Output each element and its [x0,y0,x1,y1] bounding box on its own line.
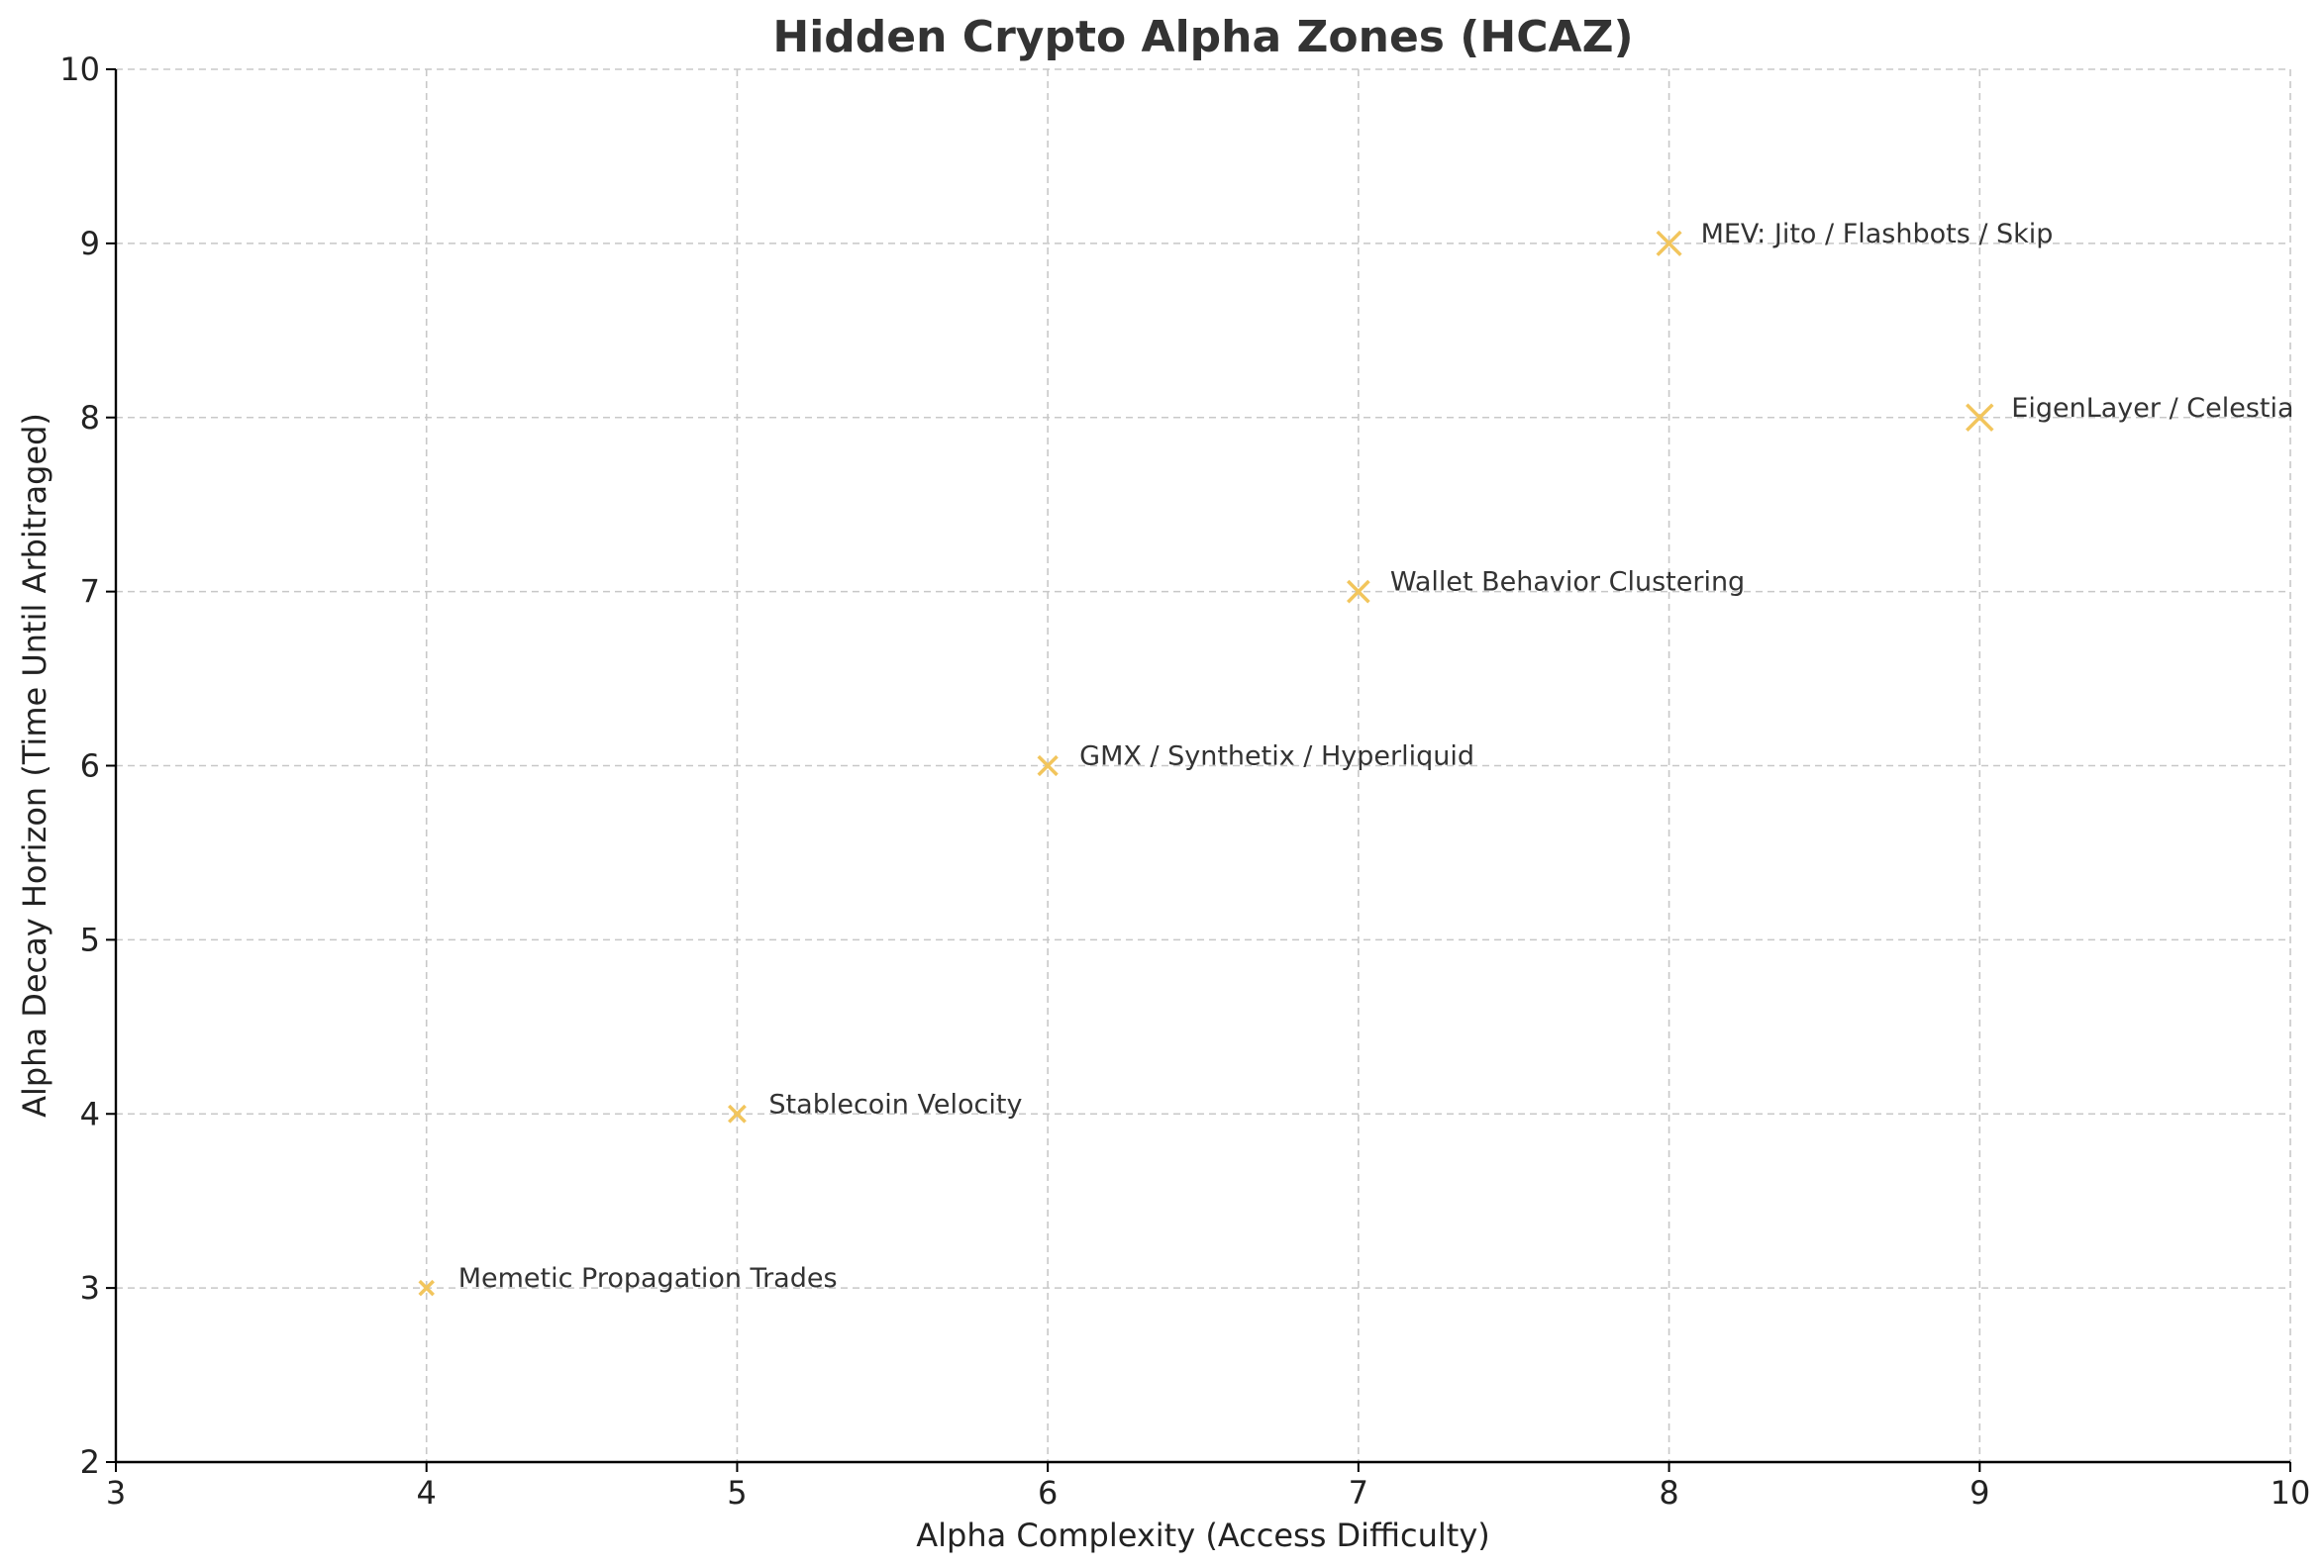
scatter-point [418,1279,435,1297]
point-label: GMX / Synthetix / Hyperliquid [1079,741,1474,772]
scatter-point [1037,754,1059,777]
point-label: Stablecoin Velocity [768,1089,1022,1120]
point-label: MEV: Jito / Flashbots / Skip [1701,219,2054,249]
scatter-point [727,1104,747,1124]
y-tick-label: 3 [80,1269,100,1307]
points-layer [418,230,1994,1297]
scatter-point [1347,579,1370,604]
grid-layer [115,68,2291,1463]
y-tick-label: 2 [80,1443,100,1481]
x-tick-label: 6 [1038,1474,1058,1512]
point-label: EigenLayer / Celestia [2011,393,2293,424]
scatter-point [1966,403,1994,432]
y-tick-label: 10 [59,50,100,88]
point-label: Memetic Propagation Trades [458,1263,838,1294]
y-tick-label: 5 [80,921,100,958]
x-tick-label: 10 [2271,1474,2311,1512]
y-tick-label: 9 [80,225,100,262]
x-tick-label: 5 [727,1474,747,1512]
x-tick-label: 7 [1349,1474,1368,1512]
chart-title: Hidden Crypto Alpha Zones (HCAZ) [772,12,1633,62]
scatter-point [1656,230,1682,256]
y-tick-label: 8 [80,399,100,437]
x-tick-label: 4 [417,1474,437,1512]
point-label: Wallet Behavior Clustering [1390,567,1745,598]
x-tick-label: 8 [1659,1474,1678,1512]
point-labels-layer: Memetic Propagation Trades Stablecoin Vel… [458,219,2294,1294]
x-axis-label: Alpha Complexity (Access Difficulty) [916,1517,1489,1554]
y-tick-label: 7 [80,573,100,611]
x-tick-label: 9 [1970,1474,1989,1512]
y-tick-label: 6 [80,747,100,785]
y-axis-label: Alpha Decay Horizon (Time Until Arbitrag… [16,413,53,1118]
y-tick-label: 4 [80,1095,100,1132]
x-tick-label: 3 [106,1474,126,1512]
